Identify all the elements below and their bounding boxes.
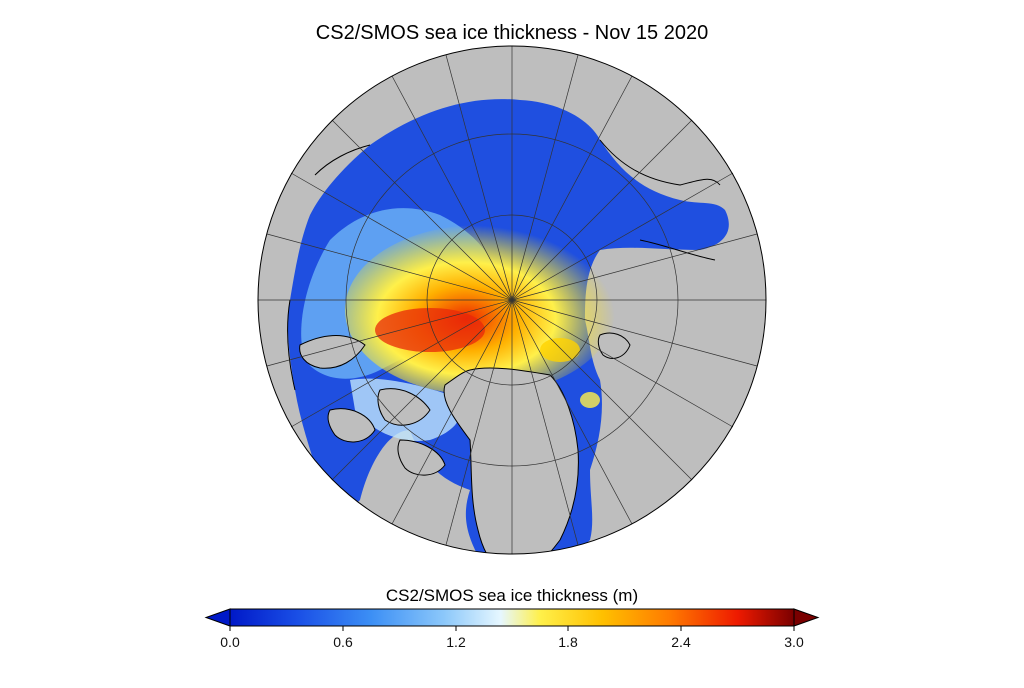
colorbar — [204, 608, 820, 631]
alaska-coast — [287, 144, 371, 391]
map-title: CS2/SMOS sea ice thickness - Nov 15 2020 — [315, 22, 709, 44]
colorbar-extend-high — [793, 608, 820, 627]
colorbar-tick: 0.6 — [333, 634, 353, 650]
colorbar-tick: 1.8 — [558, 634, 578, 650]
colorbar-tick: 1.2 — [446, 634, 466, 650]
colorbar-bar — [229, 608, 795, 627]
graticule — [258, 46, 766, 554]
sea-ice-patch-2 — [580, 392, 600, 408]
sea-ice-thickest — [375, 308, 485, 352]
colorbar-tick: 3.0 — [784, 634, 804, 650]
sea-ice-patch — [540, 338, 580, 362]
svalbard — [597, 332, 631, 359]
siberia-coast — [599, 139, 721, 261]
colorbar-tick: 2.4 — [671, 634, 691, 650]
map-border — [257, 45, 767, 555]
colorbar-extend-low — [204, 608, 231, 627]
colorbar-label: CS2/SMOS sea ice thickness (m) — [385, 586, 639, 605]
canadian-islands — [299, 335, 446, 476]
colorbar-tick: 0.0 — [220, 634, 240, 650]
